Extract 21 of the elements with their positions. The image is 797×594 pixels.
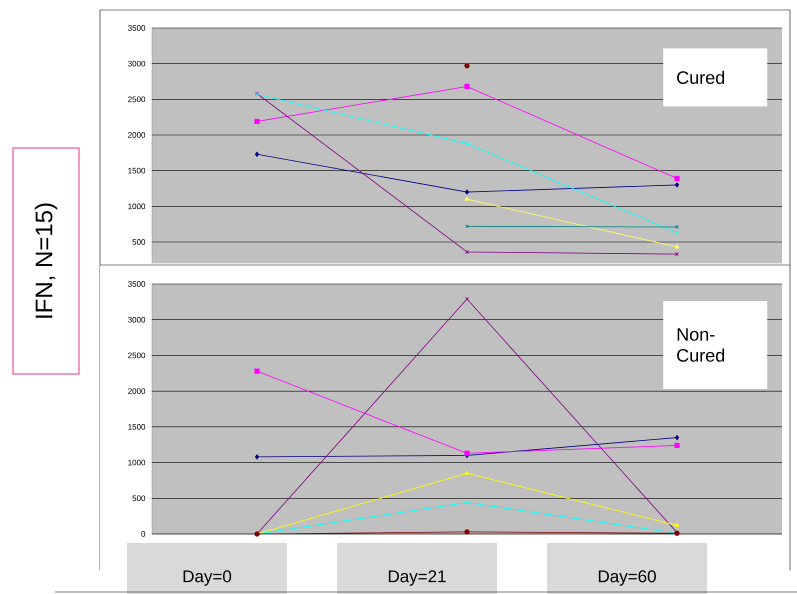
y-tick-label: 1000 bbox=[128, 460, 146, 466]
y-tick-label: 3000 bbox=[128, 60, 146, 66]
x-tick-label: Day=0 bbox=[184, 570, 232, 586]
y-tick-label: 1000 bbox=[128, 204, 146, 210]
y-tick-label: 3500 bbox=[128, 281, 146, 287]
x-tick-label: Day=60 bbox=[598, 570, 656, 586]
y-tick-label: 2500 bbox=[128, 96, 146, 102]
y-tick-label: 500 bbox=[132, 239, 146, 245]
x-tick-label: Day=21 bbox=[388, 570, 446, 586]
y-tick-label: 500 bbox=[132, 495, 146, 502]
y-tick-label: 1500 bbox=[128, 168, 146, 174]
y-tick-label: 0 bbox=[141, 531, 146, 537]
y-tick-label: 2000 bbox=[128, 388, 146, 394]
y-tick-label: 2500 bbox=[128, 352, 146, 358]
text: Non-Cured bbox=[677, 328, 724, 362]
y-tick-label: 2000 bbox=[128, 132, 146, 138]
y-tick-label: 3000 bbox=[128, 316, 146, 323]
y-axis-title: IFN, N=15) bbox=[34, 203, 58, 318]
text: Cured bbox=[677, 70, 724, 84]
y-tick-label: 3500 bbox=[128, 25, 146, 31]
y-tick-label: 1500 bbox=[128, 424, 146, 430]
